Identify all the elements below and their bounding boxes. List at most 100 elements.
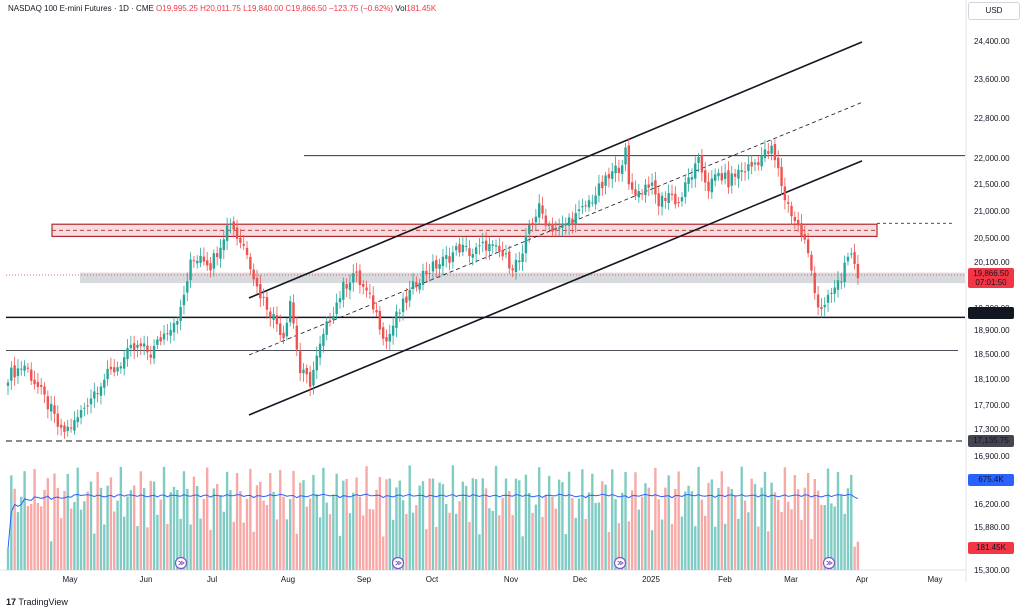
volume-ma-badge[interactable]: 675.4K xyxy=(968,474,1014,486)
event-marker-icon[interactable] xyxy=(391,556,405,570)
time-tick-label: Feb xyxy=(718,575,732,584)
volume-bar xyxy=(302,480,305,570)
candle xyxy=(279,314,282,342)
candle xyxy=(16,359,20,384)
support-zone[interactable] xyxy=(80,272,965,284)
volume-bar xyxy=(328,514,332,570)
candle xyxy=(368,284,372,299)
candle xyxy=(199,247,202,268)
volume-bar xyxy=(93,533,96,570)
volume-bar xyxy=(484,488,488,570)
candle xyxy=(265,291,269,319)
volume-bar xyxy=(146,527,149,570)
volume-bar xyxy=(531,512,534,570)
volume-bar xyxy=(401,500,405,570)
candle xyxy=(850,247,853,259)
candle xyxy=(10,361,13,390)
volume-bar xyxy=(219,495,222,570)
candle xyxy=(405,288,408,311)
candle xyxy=(793,211,797,229)
volume-bar xyxy=(644,483,647,570)
candle xyxy=(292,294,295,329)
volume-bar xyxy=(83,501,86,570)
volume-bar xyxy=(521,536,524,570)
volume-bar xyxy=(767,531,770,570)
candle xyxy=(166,324,169,341)
candle xyxy=(730,165,733,194)
volume-bar xyxy=(229,490,232,570)
volume-bar xyxy=(850,474,853,570)
volume-bar xyxy=(601,481,604,570)
volume-bar xyxy=(232,521,235,570)
volume-bar xyxy=(770,482,773,570)
candle xyxy=(302,363,305,382)
candle xyxy=(713,168,717,187)
event-marker-icon[interactable] xyxy=(822,556,836,570)
candle xyxy=(777,150,780,177)
event-marker-icon[interactable] xyxy=(174,556,188,570)
volume-bar xyxy=(624,471,627,570)
candle xyxy=(69,418,73,433)
tradingview-logo[interactable]: 17 TradingView xyxy=(6,597,68,607)
volume-bar xyxy=(46,478,50,570)
candle xyxy=(186,272,189,302)
volume-bar xyxy=(534,504,538,570)
volume-bar xyxy=(471,478,474,570)
symbol-header: NASDAQ 100 E-mini Futures · 1D · CME O19… xyxy=(8,4,436,13)
volume-bar xyxy=(777,499,780,570)
candle xyxy=(830,288,833,303)
volume-bar xyxy=(33,469,36,570)
candle xyxy=(318,335,322,366)
tv-icon: 17 xyxy=(6,597,17,607)
candle xyxy=(564,217,567,235)
candle xyxy=(202,247,206,266)
candle xyxy=(760,147,763,171)
candle xyxy=(431,254,435,280)
volume-bar xyxy=(315,494,318,570)
volume-bar xyxy=(69,508,73,570)
symbol-name[interactable]: NASDAQ 100 E-mini Futures · 1D · CME xyxy=(8,4,154,13)
volume-bar xyxy=(99,487,103,570)
volume-bar xyxy=(627,521,631,570)
volume-bar xyxy=(26,505,30,570)
volume-bar xyxy=(564,534,567,570)
volume-bar xyxy=(810,538,813,570)
time-tick-label: Apr xyxy=(856,575,869,584)
volume-bar xyxy=(388,478,391,570)
candle xyxy=(56,405,59,436)
volume-bar xyxy=(76,467,79,570)
volume-bar xyxy=(318,517,322,570)
price-tick-label: 21,000.00 xyxy=(974,207,1010,216)
candle xyxy=(611,162,614,189)
volume-bar xyxy=(498,515,501,570)
dashed-level-badge[interactable]: 17,135.75 xyxy=(968,435,1014,447)
volume-bar xyxy=(368,508,372,570)
volume-bar xyxy=(132,485,136,570)
volume-bar xyxy=(843,513,846,570)
volume-label: Vol xyxy=(395,4,407,13)
volume-badge-text: 181.45K xyxy=(976,543,1006,552)
support-level-badge[interactable]: 19,198.00 xyxy=(968,307,1014,319)
time-tick-label: 2025 xyxy=(642,575,660,584)
volume-bar xyxy=(179,518,182,570)
volume-badge[interactable]: 181.45K xyxy=(968,542,1014,554)
volume-bar xyxy=(451,465,455,570)
channel-lower-line[interactable] xyxy=(248,160,863,416)
volume-bar xyxy=(192,476,196,570)
candle xyxy=(644,178,647,203)
candle xyxy=(800,214,803,242)
currency-button[interactable]: USD xyxy=(968,2,1020,20)
candle xyxy=(272,306,275,329)
candle xyxy=(298,342,302,381)
channel-upper-line[interactable] xyxy=(248,41,863,299)
candle xyxy=(83,402,86,417)
candle xyxy=(30,362,33,385)
candle xyxy=(767,143,770,160)
candle xyxy=(179,299,182,331)
price-tick-label: 18,500.00 xyxy=(974,350,1010,359)
event-marker-icon[interactable] xyxy=(613,556,627,570)
volume-bar xyxy=(245,498,249,570)
volume-bar xyxy=(415,505,418,570)
